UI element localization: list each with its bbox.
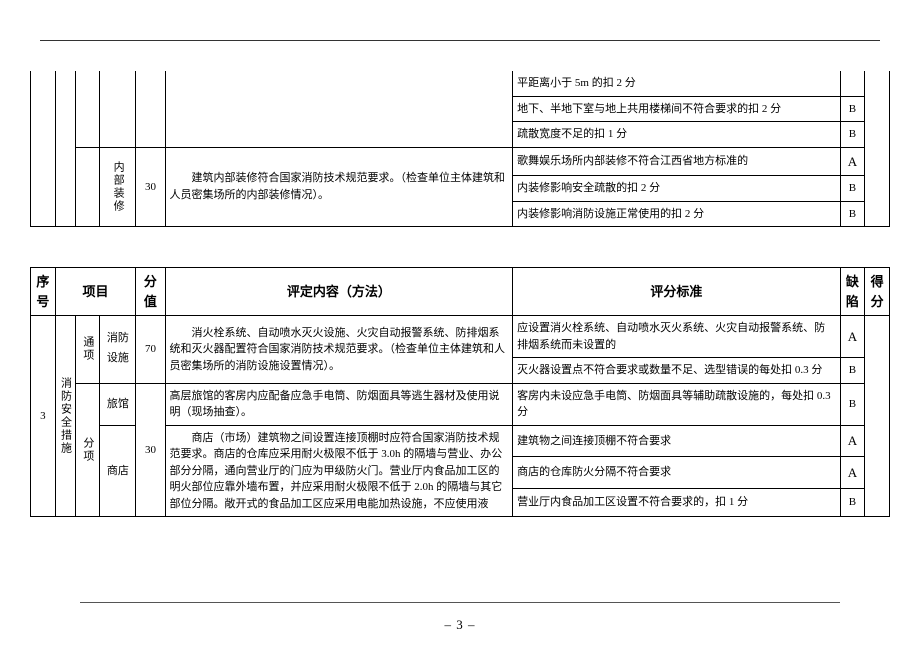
criteria-cell: 商店的仓库防火分隔不符合要求 — [513, 457, 840, 489]
cell-blank — [75, 71, 100, 147]
table-row: 内部装修 30 建筑内部装修符合国家消防技术规范要求。（检查单位主体建筑和人员密… — [31, 147, 890, 176]
cat-mid: 通项 — [75, 316, 100, 384]
score-cell: 30 — [136, 383, 165, 517]
table-gap — [30, 227, 890, 267]
defect-cell: B — [840, 176, 865, 202]
defect-cell: B — [840, 383, 865, 425]
content-cell: 消火栓系统、自动喷水灭火设施、火灾自动报警系统、防排烟系统和灭火器配置符合国家消… — [165, 316, 513, 384]
cell-blank — [31, 71, 56, 227]
defect-cell: A — [840, 147, 865, 176]
defect-cell: A — [840, 457, 865, 489]
table-row: 平距离小于 5m 的扣 2 分 — [31, 71, 890, 96]
table-row: 分项 旅馆 30 高层旅馆的客房内应配备应急手电筒、防烟面具等逃生器材及使用说明… — [31, 383, 890, 425]
criteria-cell: 内装修影响安全疏散的扣 2 分 — [513, 176, 840, 202]
defect-cell: A — [840, 316, 865, 358]
defect-cell: B — [840, 488, 865, 516]
cat-inner: 商店 — [100, 425, 136, 517]
criteria-cell: 应设置消火栓系统、自动喷水灭火系统、火灾自动报警系统、防排烟系统而未设置的 — [513, 316, 840, 358]
cell-blank — [55, 71, 75, 227]
page: 平距离小于 5m 的扣 2 分 地下、半地下室与地上共用楼梯间不符合要求的扣 2… — [0, 0, 920, 651]
score-cell: 70 — [136, 316, 165, 384]
footer-rule — [80, 602, 840, 603]
cat-inner: 旅馆 — [100, 383, 136, 425]
page-number: – 3 – — [445, 617, 476, 632]
defect-cell: B — [840, 201, 865, 227]
table-row: 3 消防安全措施 通项 消防设施 70 消火栓系统、自动喷水灭火设施、火灾自动报… — [31, 316, 890, 358]
criteria-cell: 平距离小于 5m 的扣 2 分 — [513, 71, 840, 96]
criteria-cell: 客房内未设应急手电筒、防烟面具等辅助疏散设施的，每处扣 0.3 分 — [513, 383, 840, 425]
cell-blank — [75, 147, 100, 227]
cell-blank — [865, 71, 890, 227]
col-defect: 缺陷 — [840, 268, 865, 316]
defect-cell: B — [840, 358, 865, 384]
col-criteria: 评分标准 — [513, 268, 840, 316]
cell-blank — [165, 71, 513, 147]
criteria-cell: 内装修影响消防设施正常使用的扣 2 分 — [513, 201, 840, 227]
seq-cell: 3 — [31, 316, 56, 517]
section-content: 建筑内部装修符合国家消防技术规范要求。（检查单位主体建筑和人员密集场所的内部装修… — [165, 147, 513, 227]
table-1-continuation: 平距离小于 5m 的扣 2 分 地下、半地下室与地上共用楼梯间不符合要求的扣 2… — [30, 71, 890, 227]
cat-inner: 消防设施 — [100, 316, 136, 384]
result-cell — [865, 316, 890, 517]
defect-cell: B — [840, 96, 865, 122]
col-project: 项目 — [55, 268, 136, 316]
criteria-cell: 疏散宽度不足的扣 1 分 — [513, 122, 840, 148]
criteria-cell: 地下、半地下室与地上共用楼梯间不符合要求的扣 2 分 — [513, 96, 840, 122]
header-row: 序号 项目 分值 评定内容（方法） 评分标准 缺陷 得分 — [31, 268, 890, 316]
table-2: 序号 项目 分值 评定内容（方法） 评分标准 缺陷 得分 3 消防安全措施 通项… — [30, 267, 890, 517]
cell-blank — [136, 71, 165, 147]
page-footer: – 3 – — [0, 600, 920, 633]
criteria-cell: 建筑物之间连接顶棚不符合要求 — [513, 425, 840, 457]
cat-outer: 消防安全措施 — [55, 316, 75, 517]
col-score: 分值 — [136, 268, 165, 316]
defect-cell: A — [840, 425, 865, 457]
defect-cell — [840, 71, 865, 96]
criteria-cell: 营业厅内食品加工区设置不符合要求的，扣 1 分 — [513, 488, 840, 516]
defect-cell: B — [840, 122, 865, 148]
content-cell: 高层旅馆的客房内应配备应急手电筒、防烟面具等逃生器材及使用说明（现场抽查）。 — [165, 383, 513, 425]
section-label: 内部装修 — [100, 147, 136, 227]
section-score: 30 — [136, 147, 165, 227]
col-result: 得分 — [865, 268, 890, 316]
cat-mid: 分项 — [75, 383, 100, 517]
col-content: 评定内容（方法） — [165, 268, 513, 316]
criteria-cell: 灭火器设置点不符合要求或数量不足、选型错误的每处扣 0.3 分 — [513, 358, 840, 384]
content-cell: 商店（市场）建筑物之间设置连接顶棚时应符合国家消防技术规范要求。商店的仓库应采用… — [165, 425, 513, 517]
cell-blank — [100, 71, 136, 147]
top-rule — [40, 40, 880, 41]
criteria-cell: 歌舞娱乐场所内部装修不符合江西省地方标准的 — [513, 147, 840, 176]
col-seq: 序号 — [31, 268, 56, 316]
